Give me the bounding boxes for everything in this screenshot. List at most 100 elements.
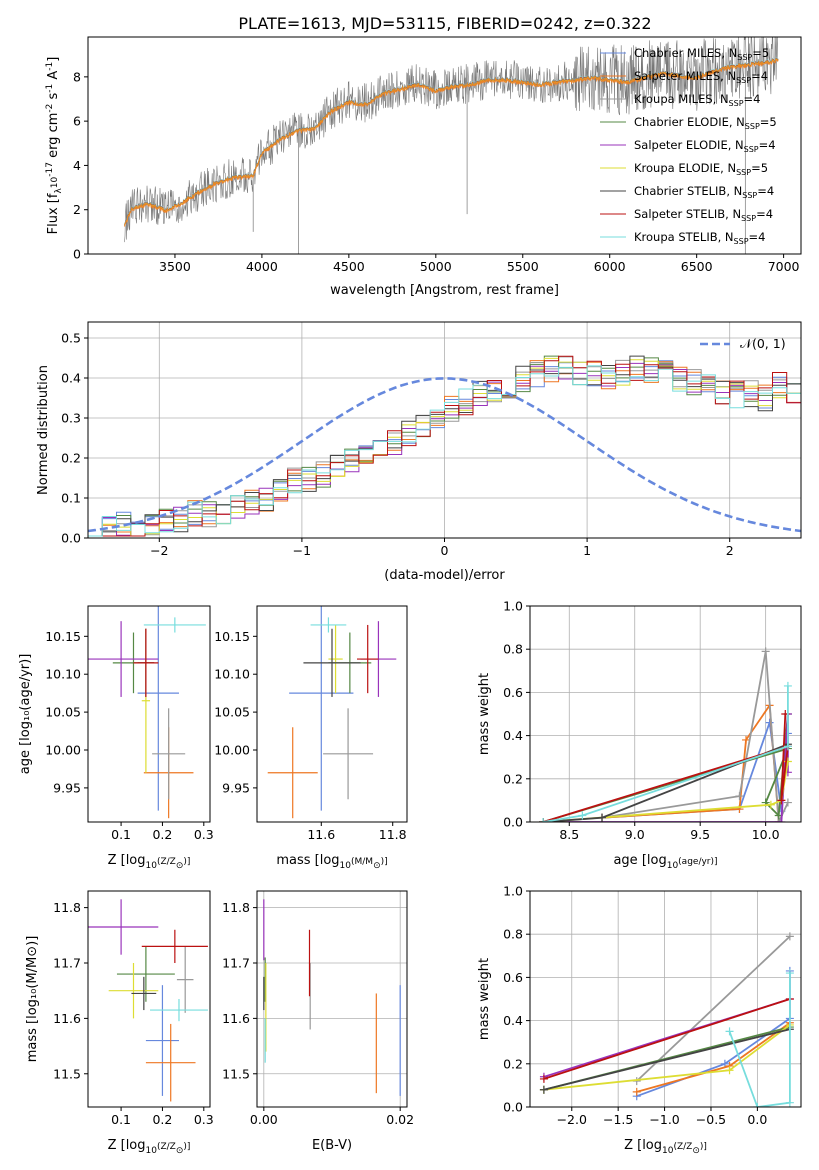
label-part: Chabrier MILES, N xyxy=(634,46,737,60)
errorbar-point xyxy=(88,899,159,955)
errorbar-point xyxy=(150,999,208,1022)
label-part: -1 xyxy=(45,84,55,93)
legend-label: Salpeter STELIB, NSSP=4 xyxy=(634,207,773,223)
y-tick-label: 0.0 xyxy=(61,531,81,546)
errorbar-point xyxy=(323,708,374,800)
errorbar-point xyxy=(289,606,354,811)
label-part: 10 xyxy=(146,861,158,871)
y-tick-label: 10.15 xyxy=(45,629,81,644)
y-tick-label: 10.10 xyxy=(45,667,81,682)
plot-area xyxy=(124,37,779,254)
y-tick-label: 0.1 xyxy=(61,491,81,506)
y-tick-label: 0.5 xyxy=(61,331,81,346)
label-part: (Z/Z xyxy=(157,857,176,867)
weight-marker xyxy=(777,796,786,805)
y-tick-label: 11.8 xyxy=(222,900,250,915)
y-tick-label: 11.7 xyxy=(222,956,250,971)
weight-marker xyxy=(783,681,792,690)
label-part: Salpeter ELODIE, N xyxy=(634,138,744,152)
chart-title: PLATE=1613, MJD=53115, FIBERID=0242, z=0… xyxy=(238,14,651,33)
y-tick-label: 8 xyxy=(73,69,81,84)
y-tick-label: 10.00 xyxy=(214,743,250,758)
plot-area xyxy=(530,891,801,1107)
plot-area xyxy=(88,322,801,538)
y-axis-label: mass [log₁₀(M/M⊙)] xyxy=(25,936,40,1063)
y-axis-label: Flux [fλ10-17 erg cm-2 s-1 A-1] xyxy=(45,57,64,235)
label-part: Kroupa ELODIE, N xyxy=(634,161,736,175)
legend-label: Chabrier ELODIE, NSSP=5 xyxy=(634,115,777,131)
x-tick-label: 7000 xyxy=(768,259,800,274)
x-axis-label: mass [log10(M/M⊙)] xyxy=(276,853,387,871)
weight-series xyxy=(543,998,791,1080)
label-part: SSP xyxy=(741,214,756,223)
y-tick-label: 0.4 xyxy=(503,728,523,743)
y-tick-label: 11.5 xyxy=(53,1066,81,1081)
panel-weight_vs_age: 8.5 9.0 9.5 10.0 0.0 0.2 0.4 0.6 0.8 1.0 mass weig… xyxy=(477,599,802,871)
label-part: ⊙ xyxy=(373,861,381,871)
y-tick-label: 10.05 xyxy=(214,705,250,720)
weight-series xyxy=(636,935,791,1082)
x-tick-label: 0.2 xyxy=(152,1112,172,1127)
plot-area xyxy=(530,606,801,822)
label-part: 10 xyxy=(340,861,352,871)
legend-label: 𝒩(0, 1) xyxy=(740,336,786,351)
x-tick-label: 5000 xyxy=(420,259,452,274)
x-tick-label: 9.5 xyxy=(690,827,710,842)
errorbar-point xyxy=(328,624,343,694)
y-tick-label: 0.4 xyxy=(61,371,81,386)
label-part: SSP xyxy=(737,53,752,62)
weight-marker xyxy=(785,1098,794,1107)
errorbar-point xyxy=(143,617,206,633)
label-part: 10 xyxy=(662,1146,674,1156)
axes-frame xyxy=(529,605,802,823)
label-part: -17 xyxy=(45,162,55,177)
y-tick-label: 0.0 xyxy=(503,1100,523,1115)
x-tick-label: −2.0 xyxy=(557,1112,587,1127)
axes-frame xyxy=(87,36,802,255)
y-tick-label: 0.2 xyxy=(61,451,81,466)
y-tick-label: 11.7 xyxy=(53,956,81,971)
normal-reference-curve xyxy=(88,377,801,533)
panel-residuals: −2 −1 0 1 2 0.0 0.1 0.2 0.3 0.4 0.5 𝒩(0, 1) (data-mo… xyxy=(36,321,802,583)
label-part: Z [log xyxy=(624,1138,662,1153)
weight-marker xyxy=(578,811,587,820)
weight-marker xyxy=(632,1087,641,1096)
axes-frame xyxy=(87,321,802,539)
legend-label: Kroupa ELODIE, NSSP=5 xyxy=(634,161,768,177)
y-tick-label: 11.5 xyxy=(222,1066,250,1081)
panel-spectrum: 3500 4000 4500 5000 5500 6000 6500 7000 0 2 4 6 8 wav… xyxy=(45,36,802,298)
weight-marker xyxy=(598,813,607,822)
y-tick-label: 4 xyxy=(73,158,81,173)
errorbar-point xyxy=(267,727,318,819)
y-tick-label: 11.8 xyxy=(53,900,81,915)
legend-label: Kroupa MILES, NSSP=4 xyxy=(634,92,760,108)
y-tick-label: 0.3 xyxy=(61,411,81,426)
axes-frame xyxy=(256,890,408,1108)
label-part: =4 xyxy=(757,184,774,198)
panel-age_vs_Z: 0.1 0.2 0.3 9.95 10.00 10.05 10.10 10.15 age [lo… xyxy=(18,605,214,871)
legend-label: Salpeter ELODIE, NSSP=4 xyxy=(634,138,776,154)
label-part: ⊙ xyxy=(176,1146,184,1156)
x-tick-label: −1.5 xyxy=(603,1112,633,1127)
errorbar-point xyxy=(145,985,179,1096)
x-tick-label: 5500 xyxy=(507,259,539,274)
label-part: ⊙ xyxy=(692,1146,700,1156)
errorbar-point xyxy=(108,963,159,1019)
x-axis-label: wavelength [Angstrom, rest frame] xyxy=(330,283,559,298)
x-tick-label: −1 xyxy=(293,543,311,558)
y-tick-label: 9.95 xyxy=(53,780,81,795)
x-tick-label: 0.02 xyxy=(386,1112,414,1127)
y-tick-label: 11.6 xyxy=(53,1011,81,1026)
y-tick-label: 0.6 xyxy=(503,970,523,985)
histogram-series xyxy=(88,356,801,538)
y-tick-label: 10.00 xyxy=(45,743,81,758)
y-axis-label: mass weight xyxy=(477,958,492,1040)
legend-label: Chabrier MILES, NSSP=5 xyxy=(634,46,769,62)
label-part: 10 xyxy=(146,1146,158,1156)
errorbar-point xyxy=(152,708,186,800)
label-part: (data-model)/error xyxy=(384,568,505,583)
label-part: )] xyxy=(700,1142,707,1152)
label-part: -1 xyxy=(45,62,55,71)
label-part: Chabrier STELIB, N xyxy=(634,184,742,198)
errorbar-point xyxy=(131,976,157,1011)
